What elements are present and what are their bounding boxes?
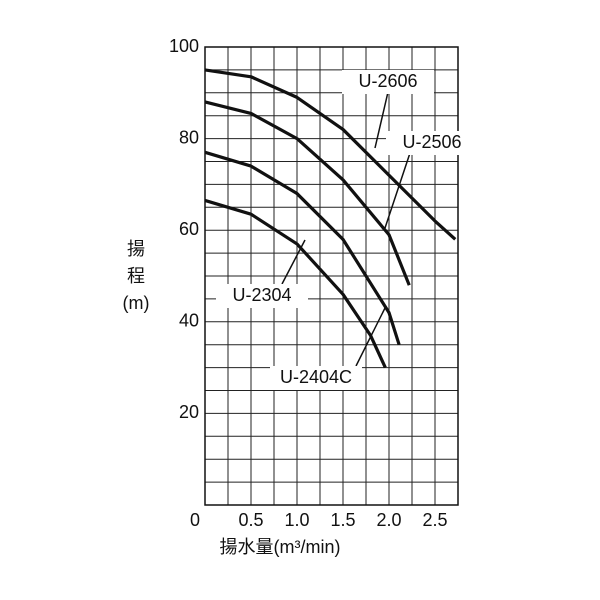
x-tick-label: 0.5 — [238, 510, 263, 530]
label-bg — [342, 70, 434, 94]
x-tick-label: 2.5 — [422, 510, 447, 530]
series-line — [204, 150, 401, 346]
series-label: U-2404C — [280, 367, 352, 387]
series-line — [204, 198, 387, 369]
y-axis-label: (m) — [123, 293, 150, 313]
y-tick-label: 100 — [169, 36, 199, 56]
leader-line — [384, 152, 411, 229]
series-label: U-2304 — [232, 285, 291, 305]
series-line — [204, 100, 411, 286]
y-tick-label: 80 — [179, 127, 199, 147]
x-axis-label: 揚水量(m³/min) — [220, 537, 341, 557]
x-tick-label: 1.5 — [330, 510, 355, 530]
y-axis-label: 程 — [127, 266, 145, 286]
label-bg — [386, 131, 478, 155]
y-tick-label: 60 — [179, 219, 199, 239]
label-bg — [270, 366, 362, 390]
x-tick-label: 2.0 — [376, 510, 401, 530]
series-label: U-2606 — [358, 71, 417, 91]
x-tick-label: 0 — [190, 510, 200, 530]
plot-frame — [204, 46, 459, 506]
leader-line — [374, 91, 389, 149]
series-label: U-2506 — [402, 132, 461, 152]
x-tick-label: 1.0 — [284, 510, 309, 530]
y-tick-label: 40 — [179, 311, 199, 331]
leader-line — [281, 239, 306, 285]
y-tick-label: 20 — [179, 402, 199, 422]
series-line — [204, 68, 457, 241]
label-bg — [216, 284, 308, 308]
y-axis-label: 揚 — [127, 239, 145, 259]
